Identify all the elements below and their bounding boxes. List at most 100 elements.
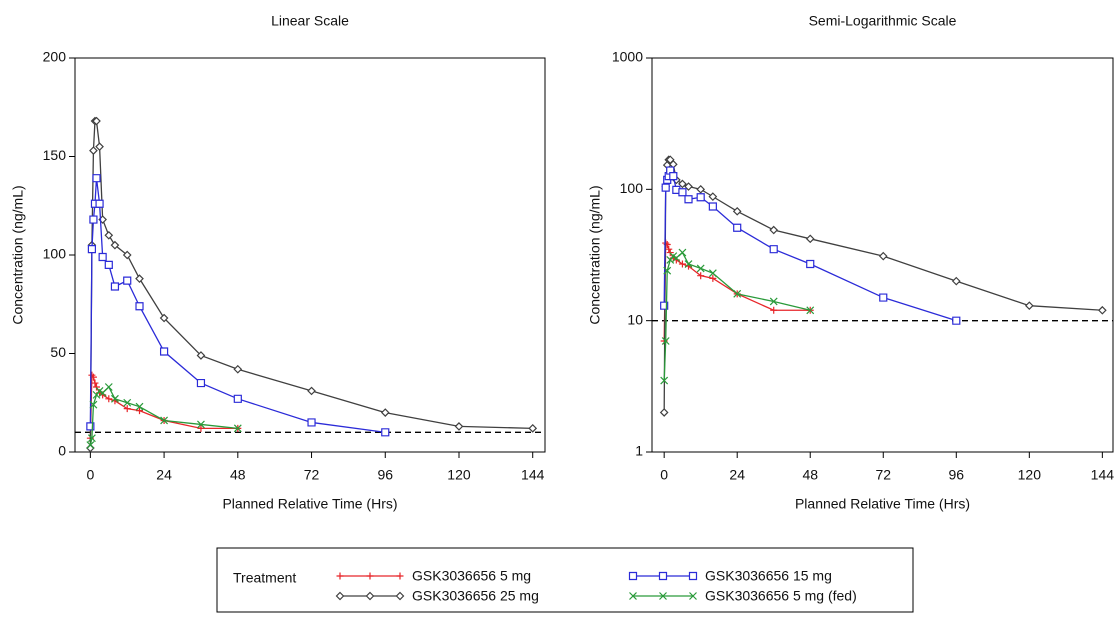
x-tick-label: 24 xyxy=(156,467,172,483)
legend-title: Treatment xyxy=(233,570,296,586)
marker xyxy=(104,230,114,240)
marker xyxy=(678,260,686,268)
marker xyxy=(135,302,144,311)
marker xyxy=(95,142,104,151)
marker xyxy=(454,422,464,431)
y-tick-label: 50 xyxy=(50,344,66,360)
marker xyxy=(732,206,742,216)
legend-marker xyxy=(628,571,638,581)
series-line xyxy=(89,120,533,449)
x-tick-label: 48 xyxy=(230,467,246,483)
marker xyxy=(806,306,815,315)
x-tick-label: 24 xyxy=(729,467,745,483)
marker xyxy=(1098,305,1107,315)
y-tick-label: 10 xyxy=(627,311,643,327)
marker xyxy=(135,402,144,411)
marker xyxy=(1024,301,1034,311)
y-tick-label: 1 xyxy=(635,443,643,459)
x-tick-label: 72 xyxy=(304,467,320,483)
marker xyxy=(91,379,99,387)
marker xyxy=(87,244,96,254)
marker xyxy=(135,274,144,283)
marker xyxy=(879,293,888,302)
marker xyxy=(92,174,101,183)
plot-frame xyxy=(651,57,1114,453)
marker xyxy=(696,264,705,273)
marker xyxy=(663,266,672,275)
marker xyxy=(678,179,687,189)
legend-marker xyxy=(395,591,405,601)
x-tick-label: 144 xyxy=(1091,467,1115,483)
marker xyxy=(660,376,669,385)
marker xyxy=(659,408,669,417)
series-line xyxy=(663,159,1103,413)
marker xyxy=(769,225,779,235)
marker xyxy=(87,434,96,443)
y-tick-label: 1000 xyxy=(612,49,643,65)
x-tick-label: 96 xyxy=(949,467,965,483)
marker xyxy=(684,195,693,204)
marker xyxy=(123,276,132,285)
marker xyxy=(697,272,705,280)
marker xyxy=(111,394,119,403)
y-tick-label: 200 xyxy=(43,49,67,65)
legend-marker xyxy=(689,592,697,600)
y-tick-label: 100 xyxy=(620,180,644,196)
marker xyxy=(696,184,706,194)
x-tick-label: 0 xyxy=(660,467,668,483)
marker xyxy=(878,251,888,261)
legend-marker xyxy=(336,572,344,580)
marker xyxy=(92,116,101,126)
series-line xyxy=(663,251,811,381)
marker xyxy=(105,395,113,403)
marker xyxy=(160,416,169,425)
legend-marker xyxy=(366,572,374,580)
marker xyxy=(123,405,131,413)
marker xyxy=(769,297,778,306)
x-tick-label: 144 xyxy=(521,467,545,483)
x-axis-title: Planned Relative Time (Hrs) xyxy=(795,496,970,512)
marker xyxy=(89,146,98,155)
x-tick-label: 120 xyxy=(447,467,471,483)
legend-label: GSK3036656 25 mg xyxy=(412,588,539,604)
marker xyxy=(233,364,243,374)
legend-marker xyxy=(396,572,404,580)
marker xyxy=(806,259,815,269)
marker xyxy=(197,420,205,429)
marker xyxy=(770,306,778,314)
marker xyxy=(696,193,705,202)
marker xyxy=(669,172,678,181)
marker xyxy=(110,282,120,291)
x-tick-label: 48 xyxy=(802,467,818,483)
marker xyxy=(92,390,101,399)
legend-marker xyxy=(659,592,667,600)
marker xyxy=(307,386,316,396)
marker xyxy=(708,202,717,211)
legend-marker xyxy=(658,571,668,581)
marker xyxy=(104,260,113,269)
marker xyxy=(952,316,961,325)
legend-marker xyxy=(365,591,375,601)
y-axis-title: Concentration (ng/mL) xyxy=(10,185,26,324)
marker xyxy=(307,418,316,427)
x-tick-label: 120 xyxy=(1018,467,1042,483)
marker xyxy=(233,424,242,433)
marker xyxy=(233,394,242,403)
y-axis-title: Concentration (ng/mL) xyxy=(587,185,603,324)
marker xyxy=(196,351,206,360)
x-tick-label: 72 xyxy=(875,467,891,483)
chart-title: Semi-Logarithmic Scale xyxy=(809,13,957,29)
marker xyxy=(661,337,670,345)
marker xyxy=(678,188,687,197)
legend-marker xyxy=(688,571,698,581)
x-tick-label: 0 xyxy=(86,467,94,483)
marker xyxy=(733,223,742,232)
y-tick-label: 100 xyxy=(43,246,67,262)
marker xyxy=(196,378,206,388)
marker xyxy=(110,240,120,250)
marker xyxy=(805,234,815,244)
legend-marker xyxy=(629,592,637,600)
marker xyxy=(684,182,693,191)
